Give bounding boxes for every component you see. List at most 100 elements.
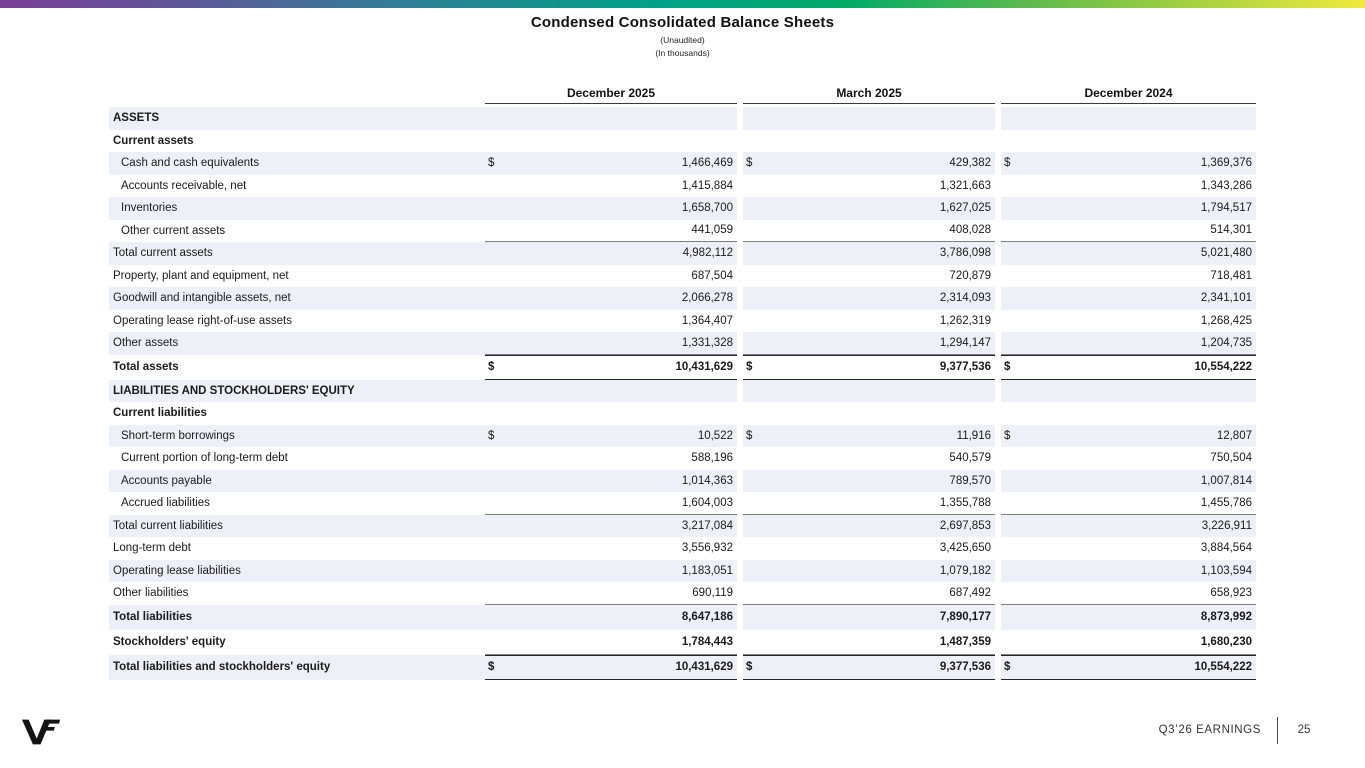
column-gap: [737, 424, 743, 447]
table-row: Short-term borrowings $10,522 $11,916 $12,8…: [109, 424, 1256, 447]
cell-value: [485, 107, 737, 130]
cell-value: 2,314,093: [939, 292, 991, 305]
cell-value: [485, 380, 737, 403]
cell-value: [1001, 402, 1256, 425]
cell-value: 789,570: [949, 474, 991, 487]
cell-value: 3,226,911: [1201, 519, 1252, 532]
table-row: Total current assets 4,982,112 3,786,098 5,…: [109, 242, 1256, 265]
cell-value: [1001, 130, 1256, 153]
column-gap: [737, 107, 743, 130]
dollar-sign: $: [746, 361, 753, 373]
column-header-december-2025: December 2025: [485, 84, 737, 104]
cell-value: 1,604,003: [485, 492, 737, 515]
column-gap: [995, 152, 1001, 175]
cell-value: 1,268,425: [1200, 314, 1252, 327]
column-gap: [737, 152, 743, 175]
row-label: Stockholders' equity: [113, 636, 226, 648]
column-gap: [737, 264, 743, 287]
cell-value: 3,884,564: [1200, 542, 1252, 555]
table-row: LIABILITIES AND STOCKHOLDERS' EQUITY: [109, 379, 1256, 403]
row-label: Total liabilities: [113, 611, 193, 623]
cell-value: 1,680,230: [1001, 630, 1256, 655]
column-gap: [737, 582, 743, 605]
dollar-sign: $: [746, 157, 753, 170]
dollar-sign: $: [746, 429, 753, 442]
cell-value: 8,647,186: [681, 611, 733, 623]
cell-value: $11,916: [746, 429, 991, 442]
table-row: Other liabilities 690,119 687,492 658,923: [109, 582, 1256, 605]
cell-value: [743, 380, 995, 403]
balance-sheet-table: ASSETS Current assets Cash and cash equiva…: [109, 107, 1256, 680]
cell-value: 441,059: [485, 220, 737, 242]
dollar-sign: $: [1004, 157, 1011, 170]
column-gap: [995, 629, 1001, 655]
cell-value: 1,014,363: [681, 474, 733, 487]
table-row: Total current liabilities 3,217,084 2,697,…: [109, 514, 1256, 537]
column-gap: [737, 129, 743, 152]
table-row: Accounts payable 1,014,363 789,570 1,007,81…: [109, 469, 1256, 492]
column-gap: [737, 604, 743, 630]
subtitle-in-thousands: (In thousands): [655, 47, 710, 58]
row-label: Goodwill and intangible assets, net: [113, 292, 291, 305]
table-row: Total liabilities 8,647,186 7,890,177 8,873…: [109, 604, 1256, 630]
cell-value: 687,492: [743, 582, 995, 605]
cell-value: [1001, 107, 1256, 130]
column-gap: [995, 332, 1001, 355]
table-row: Accounts receivable, net 1,415,884 1,321,6…: [109, 174, 1256, 197]
cell-value: 2,341,101: [1200, 292, 1252, 305]
row-label: Total assets: [113, 361, 179, 373]
cell-value: 3,556,932: [681, 542, 733, 555]
dollar-sign: $: [746, 661, 753, 673]
cell-value: 5,021,480: [1200, 247, 1252, 260]
row-label: Current liabilities: [113, 407, 207, 420]
cell-value: 1,343,286: [1200, 179, 1252, 192]
row-label: LIABILITIES AND STOCKHOLDERS' EQUITY: [113, 384, 355, 397]
dollar-sign: $: [488, 429, 495, 442]
dollar-sign: $: [1004, 361, 1011, 373]
cell-value: 750,504: [1210, 452, 1252, 465]
row-label: Accounts receivable, net: [121, 179, 247, 192]
column-gap: [995, 197, 1001, 220]
row-label: Inventories: [121, 202, 178, 215]
cell-value: 7,890,177: [939, 611, 991, 623]
column-gap: [737, 242, 743, 265]
slide-header: Condensed Consolidated Balance Sheets (U…: [0, 14, 1365, 60]
column-gap: [995, 654, 1001, 680]
column-gap: [737, 492, 743, 515]
dollar-sign: $: [488, 661, 495, 673]
table-row: Operating lease liabilities 1,183,051 1,07…: [109, 559, 1256, 582]
cell-value: 1,204,735: [1001, 332, 1256, 355]
page-number: 25: [1297, 724, 1311, 736]
row-label: Accounts payable: [121, 474, 212, 487]
cell-value: $1,369,376: [1004, 157, 1252, 170]
cell-value: $10,431,629: [485, 654, 737, 680]
column-headers: December 2025 March 2025 December 2024: [109, 84, 1256, 104]
column-gap: [995, 107, 1001, 130]
column-gap: [737, 379, 743, 402]
cell-value: 2,066,278: [681, 292, 733, 305]
row-label: Other assets: [113, 337, 179, 350]
earnings-label: Q3’26 EARNINGS: [1158, 724, 1261, 736]
table-row: Total liabilities and stockholders' equi…: [109, 654, 1256, 680]
cell-value: [743, 107, 995, 130]
column-gap: [995, 264, 1001, 287]
cell-value: 1,007,814: [1200, 474, 1252, 487]
cell-value: 1,455,786: [1001, 492, 1256, 515]
table-row: Property, plant and equipment, net 687,50…: [109, 264, 1256, 287]
column-gap: [995, 424, 1001, 447]
row-label: Other liabilities: [113, 587, 189, 600]
cell-value: 1,321,663: [939, 179, 991, 192]
column-gap: [737, 447, 743, 470]
dollar-sign: $: [1004, 429, 1011, 442]
cell-value: 687,504: [691, 269, 733, 282]
table-row: Current assets: [109, 129, 1256, 153]
row-label: Current portion of long-term debt: [121, 452, 288, 465]
cell-value: 408,028: [743, 220, 995, 242]
cell-value: 1,658,700: [681, 202, 733, 215]
cell-value: 3,217,084: [681, 519, 733, 532]
cell-value: 540,579: [949, 452, 991, 465]
cell-value: [485, 130, 737, 153]
cell-value: 1,355,788: [743, 492, 995, 515]
cell-value: [1001, 380, 1256, 403]
